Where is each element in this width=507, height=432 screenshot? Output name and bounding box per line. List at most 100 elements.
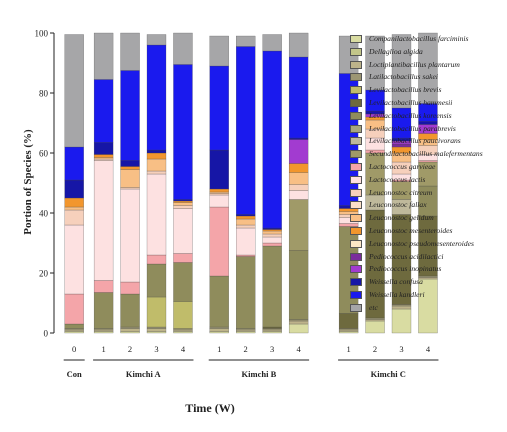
bar-segment bbox=[262, 236, 282, 244]
bar-segment bbox=[93, 292, 114, 329]
legend-label: Lactococcus garvieae bbox=[369, 161, 436, 171]
bar-segment bbox=[262, 331, 282, 334]
bar-segment bbox=[120, 281, 140, 295]
bar-segment bbox=[262, 245, 282, 328]
bar-segment bbox=[93, 154, 114, 158]
legend-item: Levilactobacillus paucivorans bbox=[350, 135, 507, 148]
bar-segment bbox=[120, 293, 140, 328]
bar-segment bbox=[209, 65, 229, 151]
bar-segment bbox=[262, 227, 282, 230]
bar-segment bbox=[146, 328, 167, 332]
bar-segment bbox=[288, 199, 309, 251]
legend-label: Leuconostoc pseudomesenteroides bbox=[369, 238, 474, 248]
bar-segment bbox=[209, 193, 229, 196]
bar-segment bbox=[146, 296, 167, 328]
y-tick-label: 20 bbox=[39, 269, 49, 279]
legend-label: Companilactobacillus farciminis bbox=[369, 34, 469, 43]
y-axis-title: Portion of Species (%) bbox=[22, 129, 34, 235]
bar-segment bbox=[338, 328, 359, 331]
bar-segment bbox=[173, 329, 193, 332]
bar-segment bbox=[288, 56, 309, 139]
bar-segment bbox=[93, 280, 114, 293]
legend-label: etc bbox=[369, 302, 378, 312]
legend-label: Lactococcus lactis bbox=[369, 174, 426, 184]
legend-item: Leuconostoc pseudomesenteroides bbox=[350, 238, 507, 251]
legend-item: Companilactobacillus farciminis bbox=[350, 33, 507, 46]
bar-segment bbox=[93, 158, 114, 161]
bar-segment bbox=[236, 256, 256, 329]
x-tick-label: 2 bbox=[373, 344, 377, 354]
bar-segment bbox=[120, 169, 140, 188]
bar-segment bbox=[120, 187, 140, 190]
group-label: Kimchi C bbox=[371, 369, 406, 379]
legend-item: Pediococcus inopinatus bbox=[350, 263, 507, 276]
legend-swatch bbox=[350, 252, 362, 261]
x-tick-label: 1 bbox=[101, 344, 105, 354]
y-tick-label: 80 bbox=[39, 89, 49, 99]
y-tick-label: 0 bbox=[44, 329, 49, 339]
bar-segment bbox=[173, 331, 193, 334]
bar-segment bbox=[262, 329, 282, 332]
legend-swatch bbox=[350, 98, 362, 107]
bar-segment bbox=[64, 197, 84, 208]
group-label: Con bbox=[67, 369, 82, 379]
legend-swatch bbox=[350, 73, 362, 82]
bar-segment bbox=[262, 34, 282, 52]
bar-segment bbox=[262, 233, 282, 238]
bar-segment bbox=[236, 254, 256, 257]
bar-segment bbox=[173, 301, 193, 329]
bar-segment bbox=[173, 328, 193, 331]
legend-swatch bbox=[350, 290, 362, 299]
legend-label: Pediococcus acidilactici bbox=[369, 251, 444, 261]
bar-segment bbox=[236, 215, 256, 220]
legend-label: Levilactobacillus parabrevis bbox=[369, 123, 456, 133]
bar-segment bbox=[93, 331, 114, 334]
bar-segment bbox=[209, 194, 229, 208]
bar-segment bbox=[173, 253, 193, 263]
bar-segment bbox=[338, 329, 359, 332]
legend-item: Loctiplantibacillus plantarum bbox=[350, 59, 507, 72]
bar-segment bbox=[146, 254, 167, 265]
bar-segment bbox=[288, 139, 309, 164]
bar-segment bbox=[64, 329, 84, 332]
bar-segment bbox=[173, 205, 193, 209]
bar-segment bbox=[391, 34, 412, 109]
x-tick-label: 2 bbox=[244, 344, 248, 354]
legend-swatch bbox=[350, 137, 362, 146]
x-tick-label: 4 bbox=[296, 344, 301, 354]
bar-segment bbox=[64, 34, 84, 148]
legend-label: Loctiplantibacillus plantarum bbox=[369, 59, 460, 69]
bar-segment bbox=[209, 206, 229, 277]
legend-item: Weissella kandleri bbox=[350, 289, 507, 302]
x-tick-label: 3 bbox=[154, 344, 158, 354]
legend-swatch bbox=[350, 175, 362, 184]
bar-segment bbox=[288, 137, 309, 140]
legend-item: Weissella confusa bbox=[350, 276, 507, 289]
legend-swatch bbox=[350, 239, 362, 248]
bar-segment bbox=[93, 32, 114, 80]
legend-item: Levilactobacillus hammesii bbox=[350, 97, 507, 110]
bar-segment bbox=[209, 331, 229, 334]
bar-segment bbox=[209, 188, 229, 193]
bar-segment bbox=[146, 34, 167, 46]
legend-item: Leuconostoc fallax bbox=[350, 199, 507, 212]
bar-segment bbox=[236, 218, 256, 226]
x-tick-label: 4 bbox=[181, 344, 186, 354]
bar-segment bbox=[262, 50, 282, 229]
bar-segment bbox=[173, 32, 193, 65]
bar-segment bbox=[146, 158, 167, 172]
legend-swatch bbox=[350, 60, 362, 69]
legend-swatch bbox=[350, 226, 362, 235]
legend-label: Dellaglioa algida bbox=[369, 46, 423, 56]
legend-swatch bbox=[350, 47, 362, 56]
legend-label: Levilactobacillus brevis bbox=[369, 85, 442, 95]
bar-segment bbox=[146, 173, 167, 256]
legend-label: Leuconostoc gelidum bbox=[369, 213, 434, 223]
bar-segment bbox=[64, 206, 84, 211]
legend-item: Leuconostoc gelidum bbox=[350, 212, 507, 225]
bar-segment bbox=[120, 331, 140, 334]
legend-label: Levilactobacillus koreensis bbox=[369, 110, 452, 120]
bar-segment bbox=[262, 230, 282, 235]
bar-segment bbox=[93, 142, 114, 155]
bar-segment bbox=[146, 149, 167, 154]
